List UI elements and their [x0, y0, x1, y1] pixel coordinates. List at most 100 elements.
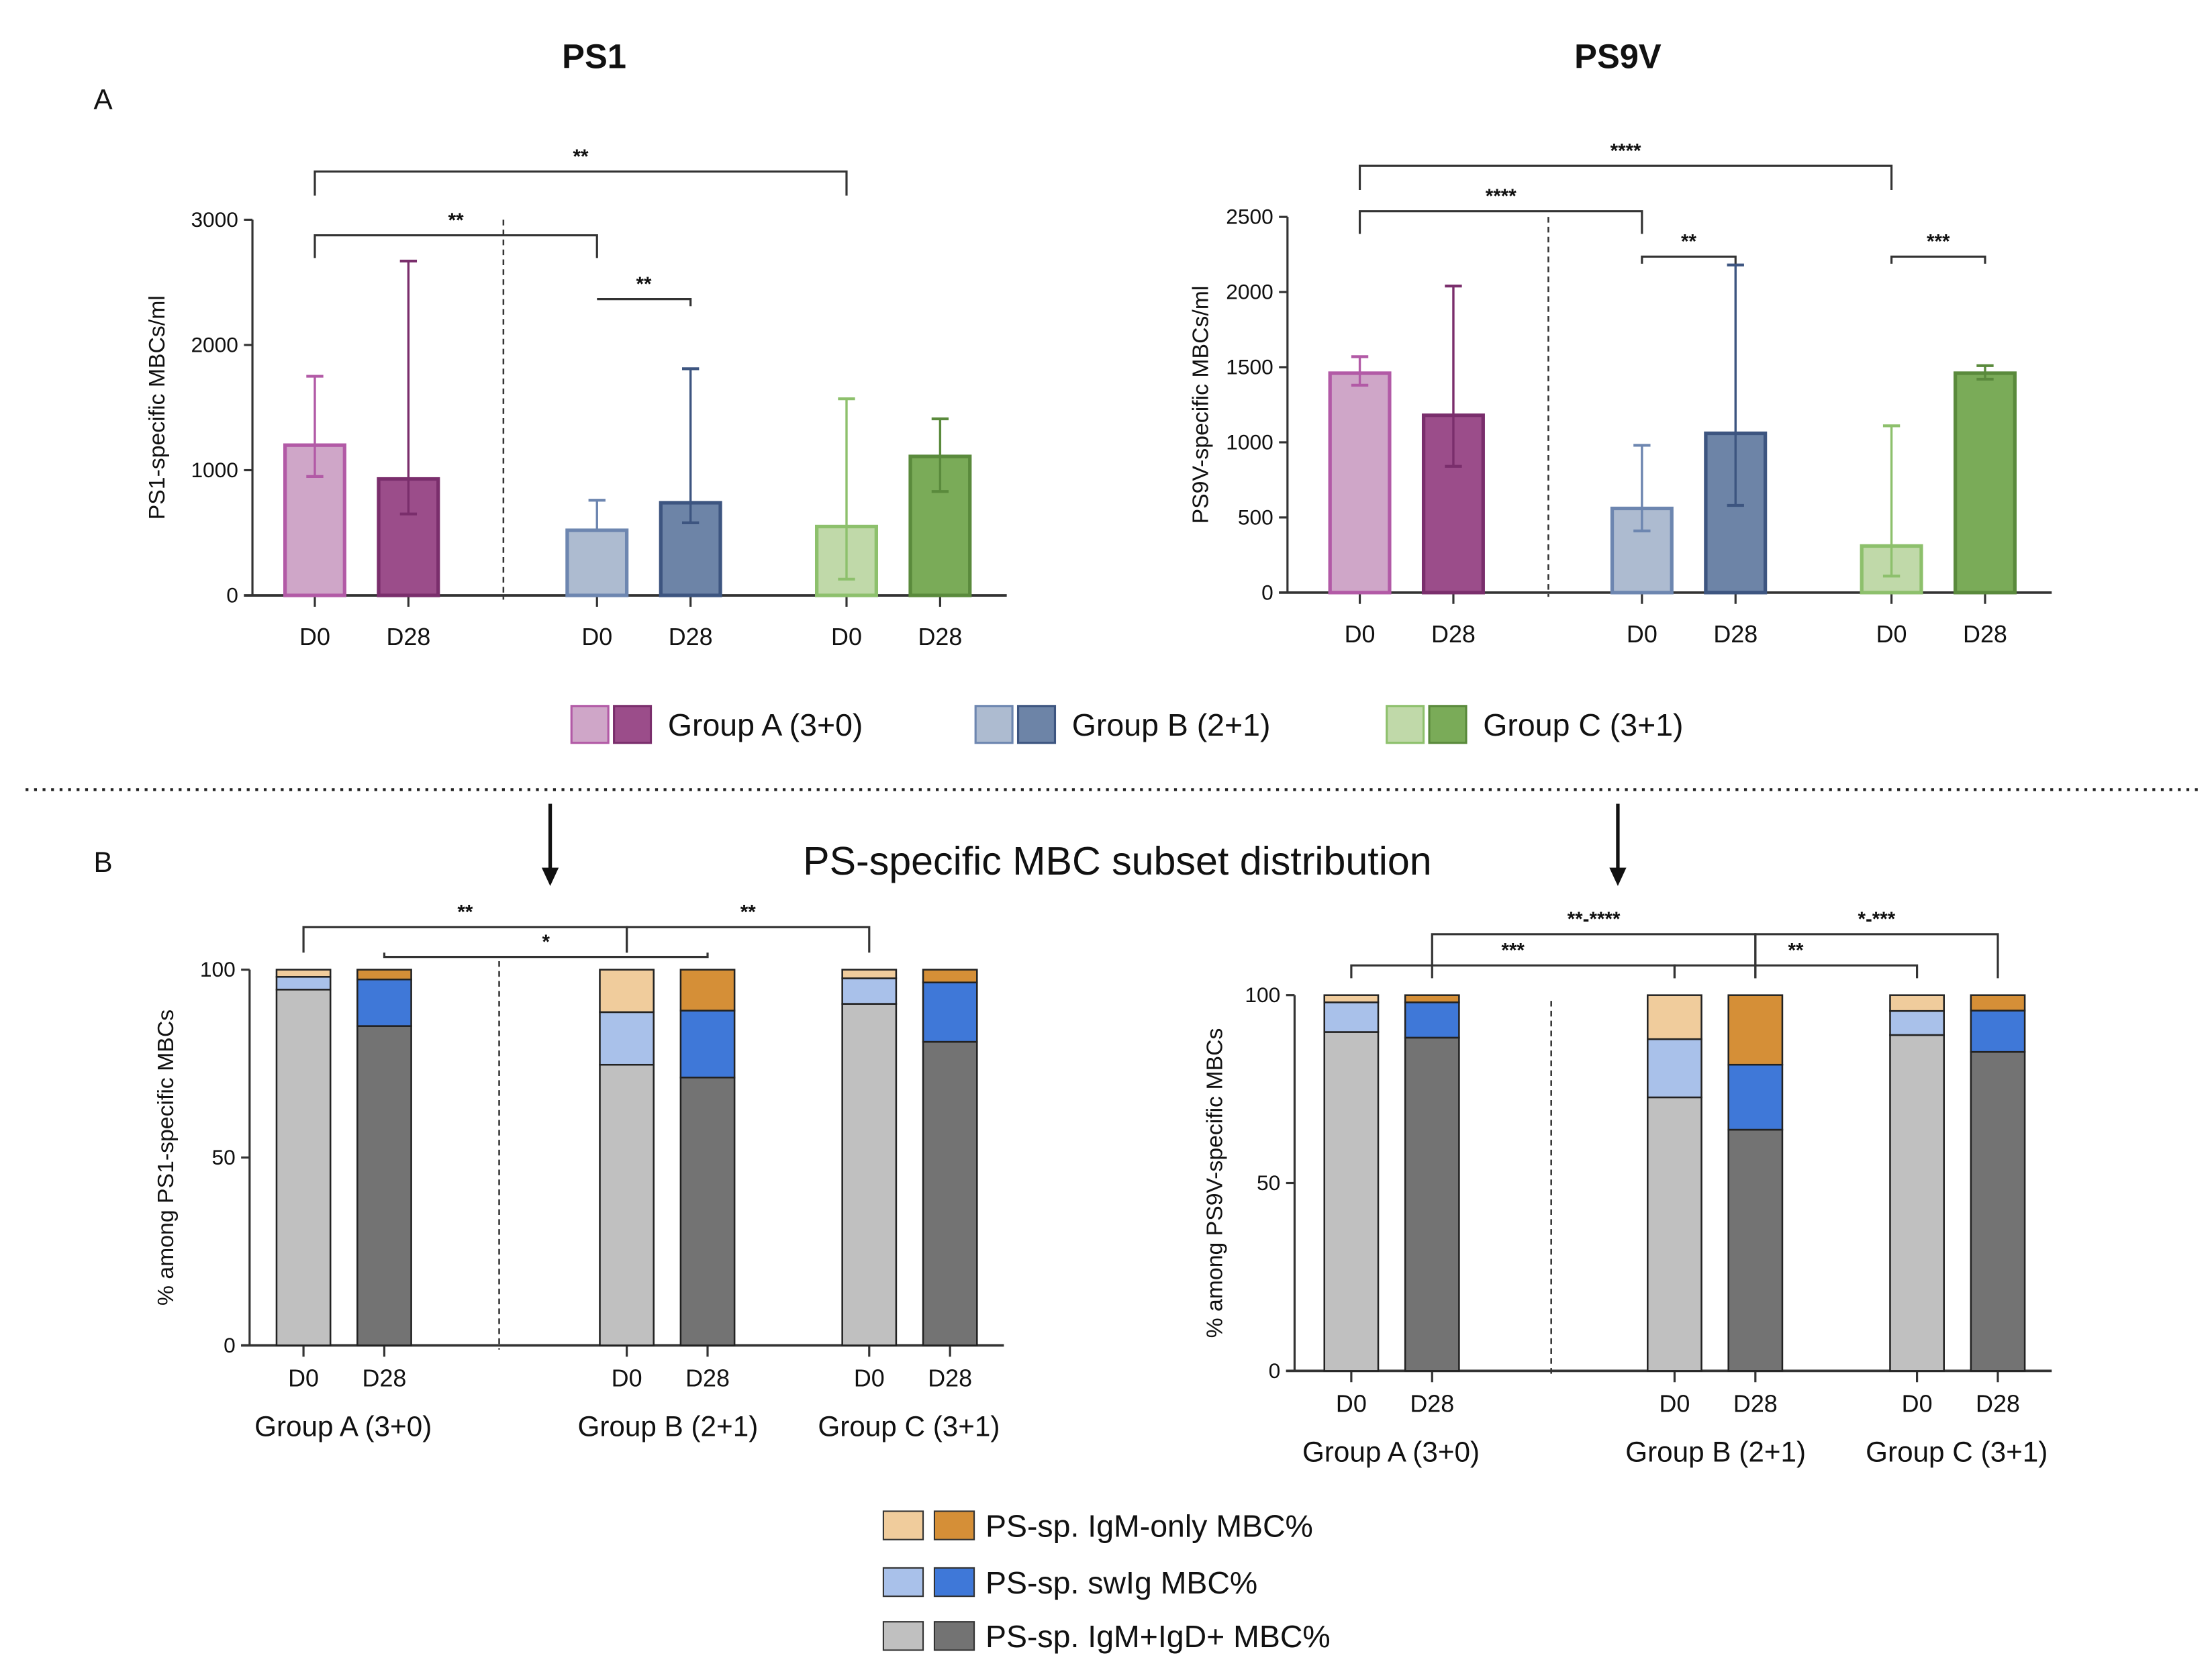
stacked-segment-igm-only — [1647, 994, 1702, 1040]
y-axis: 0 1000 2000 3000 PS1-specific MBCs/ml D0 D28 D0… — [144, 207, 1007, 650]
stacked-segment-igm-igd — [599, 1063, 655, 1346]
stacked-segment-igm-only — [275, 969, 332, 978]
legend-swatch-dark — [933, 1567, 975, 1598]
chart-title-ps1: PS1 — [562, 37, 626, 75]
x-tick-label: D28 — [928, 1365, 972, 1392]
significance-label: **-**** — [1568, 908, 1621, 930]
panel-b-title: PS-specific MBC subset distribution — [803, 838, 1432, 883]
legend-label-group-c: Group C (3+1) — [1483, 707, 1683, 742]
y-tick-label: 0 — [1269, 1359, 1281, 1383]
stacked-segment-swig — [922, 981, 978, 1043]
significance-bracket — [314, 234, 598, 258]
significance-bracket — [1890, 255, 1986, 264]
y-axis-label: PS1-specific MBCs/ml — [144, 295, 170, 520]
significance-label: ** — [457, 901, 473, 924]
stacked-segment-swig — [841, 977, 898, 1005]
significance-label: **** — [1610, 140, 1641, 162]
x-tick-label: D0 — [854, 1365, 885, 1392]
stacked-segment-igm-igd — [275, 989, 332, 1346]
x-tick-label: D0 — [288, 1365, 319, 1392]
stacked-segment-igm-only — [922, 969, 978, 983]
significance-bracket — [314, 170, 848, 196]
y-tick-label: 1000 — [1226, 430, 1273, 454]
stacked-segment-igm-igd — [679, 1077, 736, 1346]
stacked-segment-swig — [1647, 1038, 1702, 1099]
x-tick-label: D28 — [669, 624, 713, 650]
legend-swatch-light — [1386, 705, 1425, 744]
x-tick-label: D0 — [1876, 621, 1907, 648]
legend-label-swig: PS-sp. swIg MBC% — [985, 1565, 1257, 1600]
x-tick-label: D0 — [299, 624, 330, 650]
x-tick-label: D28 — [363, 1365, 407, 1392]
legend-swatch-dark — [1016, 705, 1057, 744]
y-tick-label: 0 — [224, 1333, 236, 1357]
stacked-segment-igm-only — [1323, 994, 1380, 1003]
significance-bracket — [1754, 933, 1999, 979]
stacked-segment-igm-only — [1889, 994, 1945, 1012]
legend-swatch-light — [882, 1621, 924, 1651]
stacked-segment-igm-only — [356, 969, 412, 981]
x-tick-label: D28 — [1713, 621, 1758, 648]
significance-label: ** — [573, 146, 588, 168]
stacked-segment-igm-only — [841, 969, 898, 979]
significance-bracket — [597, 298, 692, 307]
y-tick-label: 0 — [1261, 580, 1273, 604]
significance-bracket — [383, 952, 709, 959]
y-tick-label: 2000 — [1226, 280, 1273, 304]
legend-label-igm-igd: PS-sp. IgM+IgD+ MBC% — [985, 1619, 1331, 1654]
legend-swatch-dark — [933, 1621, 975, 1651]
y-axis-label: PS9V-specific MBCs/ml — [1188, 286, 1214, 524]
legend-label-group-b: Group B (2+1) — [1072, 707, 1271, 742]
significance-label: ** — [1788, 940, 1804, 962]
x-tick-label: D0 — [612, 1365, 642, 1392]
significance-label: ** — [636, 273, 651, 295]
legend-swatch-light — [882, 1510, 924, 1540]
stacked-segment-swig — [275, 976, 332, 991]
legend-swatch-light — [974, 705, 1014, 744]
chart-title-ps9v: PS9V — [1574, 37, 1662, 75]
legend-swatch-light — [882, 1567, 924, 1598]
stacked-segment-swig — [1404, 1001, 1460, 1039]
stacked-segment-igm-only — [1727, 994, 1784, 1066]
group-label: Group C (3+1) — [818, 1411, 1000, 1442]
panel-label-a: A — [93, 84, 113, 115]
stacked-segment-igm-igd — [841, 1003, 898, 1346]
x-tick-label: D28 — [918, 624, 962, 650]
group-label: Group A (3+0) — [1302, 1436, 1480, 1468]
significance-bracket — [302, 926, 628, 953]
y-tick-label: 100 — [200, 957, 236, 981]
legend-swatch-dark — [933, 1510, 975, 1540]
group-label: Group C (3+1) — [1866, 1436, 2048, 1468]
stacked-segment-igm-only — [679, 969, 736, 1012]
legend-swatch-dark — [613, 705, 653, 744]
stacked-segment-igm-igd — [1889, 1034, 1945, 1372]
significance-label: *** — [1501, 940, 1525, 962]
stacked-segment-swig — [1323, 1001, 1380, 1033]
stacked-segment-igm-igd — [922, 1040, 978, 1346]
y-tick-label: 50 — [211, 1145, 235, 1169]
significance-label: *** — [1927, 231, 1950, 253]
group-label: Group B (2+1) — [577, 1411, 758, 1442]
stacked-segment-swig — [356, 978, 412, 1027]
y-tick-label: 50 — [1257, 1171, 1280, 1195]
y-tick-label: 2000 — [191, 332, 238, 356]
y-tick-label: 1500 — [1226, 355, 1273, 379]
x-tick-label: D28 — [1431, 621, 1476, 648]
y-axis-label: % among PS1-specific MBCs — [153, 1010, 179, 1306]
stacked-segment-igm-only — [599, 969, 655, 1014]
significance-bracket — [1358, 210, 1643, 234]
x-tick-label: D0 — [1345, 621, 1376, 648]
significance-label: ** — [740, 901, 756, 924]
significance-label: **** — [1486, 185, 1517, 207]
stacked-segment-swig — [679, 1010, 736, 1079]
arrow-down-icon — [541, 867, 559, 887]
panel-label-b: B — [93, 846, 112, 878]
stacked-segment-swig — [599, 1011, 655, 1066]
significance-bracket — [1641, 255, 1737, 264]
bar-b-d0 — [565, 528, 629, 597]
significance-bracket — [1673, 964, 1919, 979]
significance-label: ** — [1681, 231, 1696, 253]
x-tick-label: D0 — [581, 624, 612, 650]
y-tick-label: 1000 — [191, 458, 238, 482]
